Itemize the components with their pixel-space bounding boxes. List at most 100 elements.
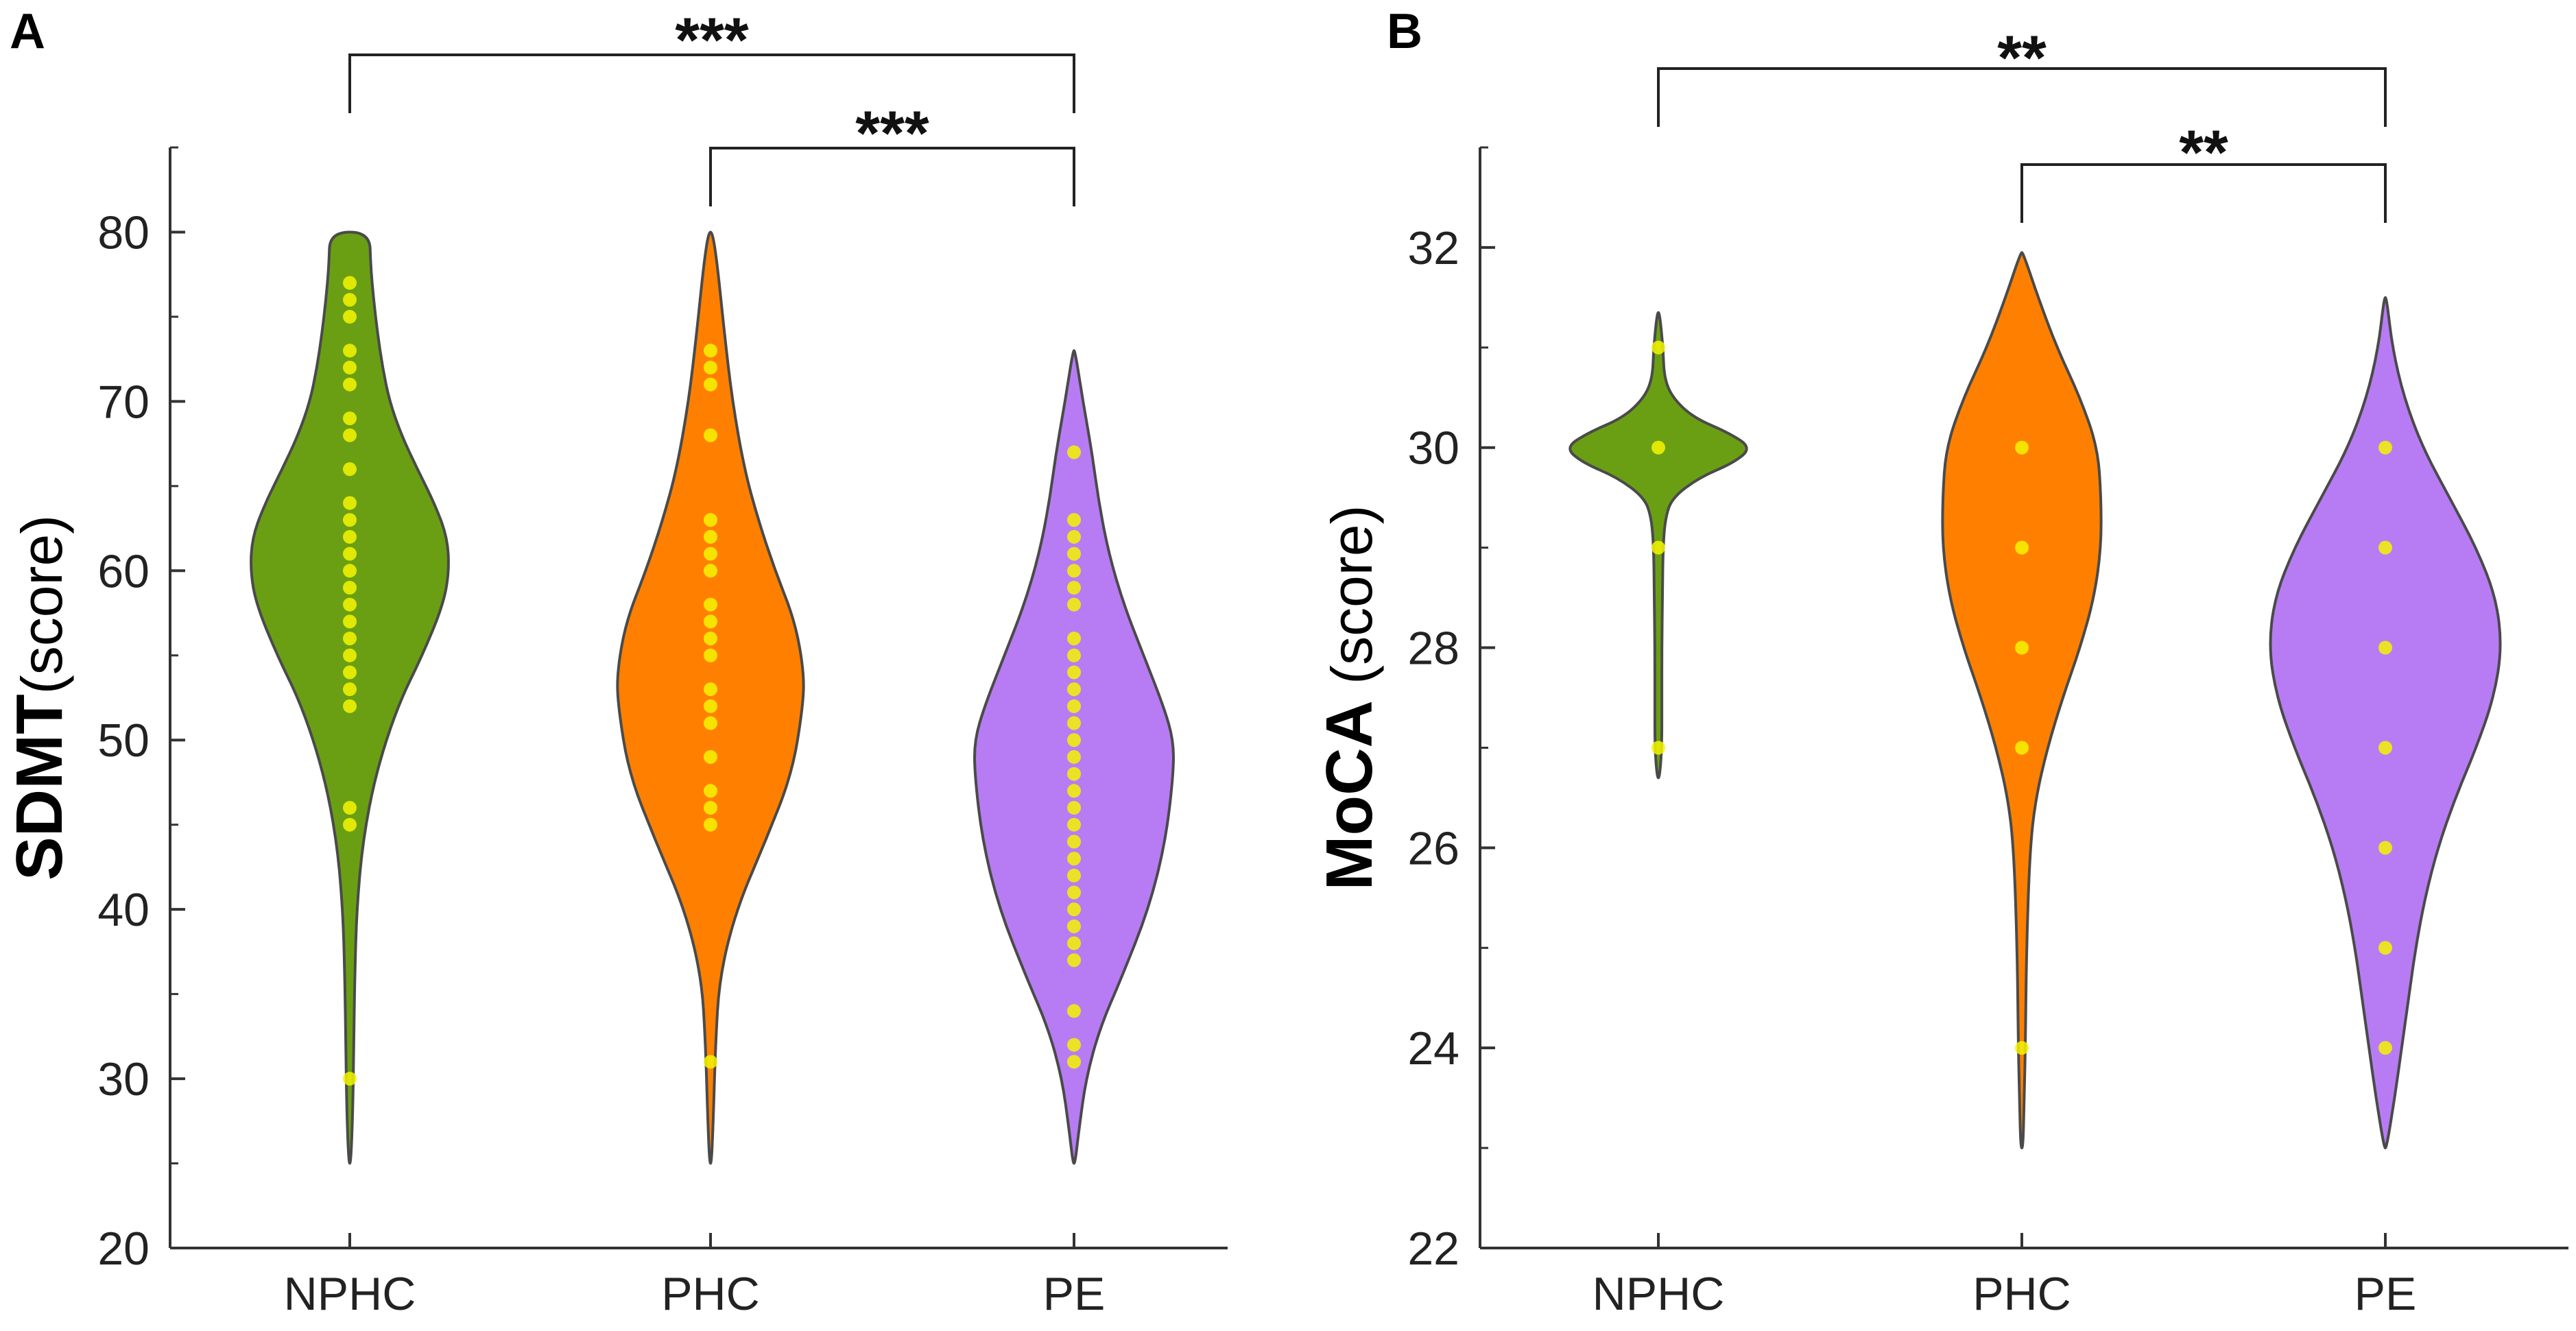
data-point-nphc <box>343 564 357 578</box>
y-axis-title-bold: MoCA <box>1313 700 1386 890</box>
data-point-pe <box>1067 716 1081 730</box>
data-point-phc <box>704 428 717 442</box>
data-point-phc <box>2015 640 2029 655</box>
data-point-pe <box>1067 1055 1081 1069</box>
violin-phc <box>616 230 805 1165</box>
data-point-nphc <box>343 547 357 561</box>
data-point-pe <box>1067 733 1081 747</box>
y-axis-title: SDMT(score) <box>3 515 76 880</box>
data-point-pe <box>2378 941 2392 955</box>
data-point-nphc <box>343 682 357 697</box>
data-point-pe <box>1067 597 1081 612</box>
data-point-nphc <box>1651 340 1665 355</box>
x-category-label: NPHC <box>284 1268 416 1320</box>
data-point-phc <box>704 597 717 612</box>
data-point-pe <box>1067 953 1081 968</box>
data-point-pe <box>1067 699 1081 713</box>
x-category-label: PE <box>1043 1268 1106 1320</box>
data-point-pe <box>2378 440 2392 455</box>
data-point-nphc <box>343 597 357 612</box>
data-point-nphc <box>1651 741 1665 755</box>
y-tick-label: 40 <box>97 884 150 936</box>
violin-pe <box>2269 296 2502 1150</box>
data-point-phc <box>704 377 717 392</box>
data-point-phc <box>704 1055 717 1069</box>
y-tick-label: 26 <box>1407 822 1459 874</box>
panel-label: B <box>1387 4 1422 59</box>
data-point-nphc <box>343 699 357 713</box>
violin-phc <box>1941 251 2103 1150</box>
y-tick-label: 32 <box>1407 222 1459 274</box>
y-axis-title-bold: SDMT <box>3 694 76 880</box>
data-point-nphc <box>343 632 357 646</box>
data-point-phc <box>704 648 717 662</box>
significance-bracket <box>1657 67 2387 127</box>
data-point-phc <box>704 529 717 544</box>
data-point-phc <box>2015 741 2029 755</box>
y-tick-label: 30 <box>97 1053 150 1105</box>
data-point-nphc <box>343 293 357 307</box>
data-point-nphc <box>343 648 357 662</box>
data-point-nphc <box>343 665 357 680</box>
data-point-pe <box>1067 564 1081 578</box>
data-point-phc <box>704 682 717 697</box>
data-point-phc <box>704 564 717 578</box>
data-point-nphc <box>1651 440 1665 455</box>
data-point-nphc <box>343 361 357 374</box>
significance-label: ** <box>1997 23 2047 93</box>
x-category-label: NPHC <box>1593 1268 1725 1320</box>
significance-bracket <box>709 147 1075 206</box>
data-point-pe <box>1067 919 1081 933</box>
data-point-pe <box>1067 936 1081 950</box>
y-axis-title: MoCA (score) <box>1313 505 1386 891</box>
panel-label: A <box>10 4 45 59</box>
data-point-pe <box>1067 801 1081 815</box>
data-point-phc <box>704 547 717 561</box>
y-tick-label: 30 <box>1407 422 1459 475</box>
data-point-pe <box>1067 835 1081 849</box>
data-point-nphc <box>343 462 357 477</box>
y-tick-label: 60 <box>97 545 150 597</box>
data-point-nphc <box>343 529 357 544</box>
data-point-pe <box>2378 540 2392 555</box>
data-point-pe <box>1067 750 1081 764</box>
y-tick-label: 28 <box>1407 623 1459 675</box>
data-point-pe <box>1067 817 1081 832</box>
y-tick-label: 24 <box>1407 1022 1459 1075</box>
data-point-nphc <box>343 817 357 832</box>
significance-label: *** <box>675 5 749 75</box>
data-point-phc <box>704 361 717 374</box>
data-point-nphc <box>343 377 357 392</box>
data-point-nphc <box>1651 540 1665 555</box>
data-point-pe <box>1067 868 1081 883</box>
significance-label: *** <box>855 99 929 169</box>
data-point-nphc <box>343 428 357 442</box>
violin-nphc <box>250 230 450 1165</box>
data-point-phc <box>704 632 717 646</box>
data-point-pe <box>1067 665 1081 680</box>
data-point-nphc <box>343 411 357 426</box>
data-point-pe <box>1067 767 1081 781</box>
x-category-label: PHC <box>661 1268 760 1320</box>
data-point-phc <box>704 801 717 815</box>
data-point-phc <box>704 716 717 730</box>
y-tick-label: 70 <box>97 376 150 428</box>
data-point-pe <box>1067 784 1081 798</box>
panel-B: B 22 24 26 28 30 32 MoCA (score) NPHC PHC PE ** ** <box>1313 4 2568 1320</box>
data-point-pe <box>2378 741 2392 755</box>
data-point-pe <box>1067 648 1081 662</box>
panel-A: A 20 30 40 50 60 70 80 SDMT(score) NPHC PHC PE *** **… <box>3 4 1228 1320</box>
significance-bracket <box>2020 163 2387 223</box>
data-point-pe <box>2378 1041 2392 1055</box>
x-category-label: PE <box>2354 1268 2417 1320</box>
data-point-pe <box>1067 682 1081 697</box>
data-point-phc <box>2015 540 2029 555</box>
data-point-nphc <box>343 801 357 815</box>
data-point-pe <box>1067 902 1081 917</box>
data-point-nphc <box>343 513 357 527</box>
data-point-pe <box>1067 529 1081 544</box>
y-tick-label: 20 <box>97 1223 150 1275</box>
y-tick-label: 80 <box>97 206 150 259</box>
data-point-phc <box>2015 440 2029 455</box>
data-point-phc <box>704 750 717 764</box>
